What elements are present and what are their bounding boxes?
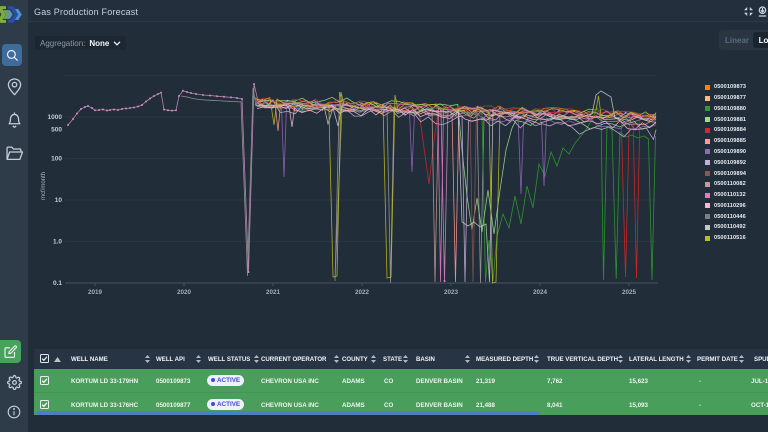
- svg-text:1.0: 1.0: [53, 239, 62, 246]
- svg-text:2021: 2021: [266, 289, 281, 296]
- svg-text:2019: 2019: [88, 289, 103, 296]
- svg-text:100: 100: [51, 156, 62, 163]
- svg-text:0.1: 0.1: [53, 280, 62, 287]
- svg-text:1000: 1000: [48, 114, 63, 121]
- svg-text:2022: 2022: [355, 289, 370, 296]
- svg-text:2024: 2024: [533, 289, 548, 296]
- svg-text:mcf/month: mcf/month: [41, 172, 47, 200]
- svg-text:2023: 2023: [444, 289, 459, 296]
- svg-text:2025: 2025: [622, 289, 637, 296]
- svg-text:10: 10: [55, 197, 63, 204]
- svg-text:500: 500: [51, 127, 62, 134]
- svg-text:2020: 2020: [177, 289, 192, 296]
